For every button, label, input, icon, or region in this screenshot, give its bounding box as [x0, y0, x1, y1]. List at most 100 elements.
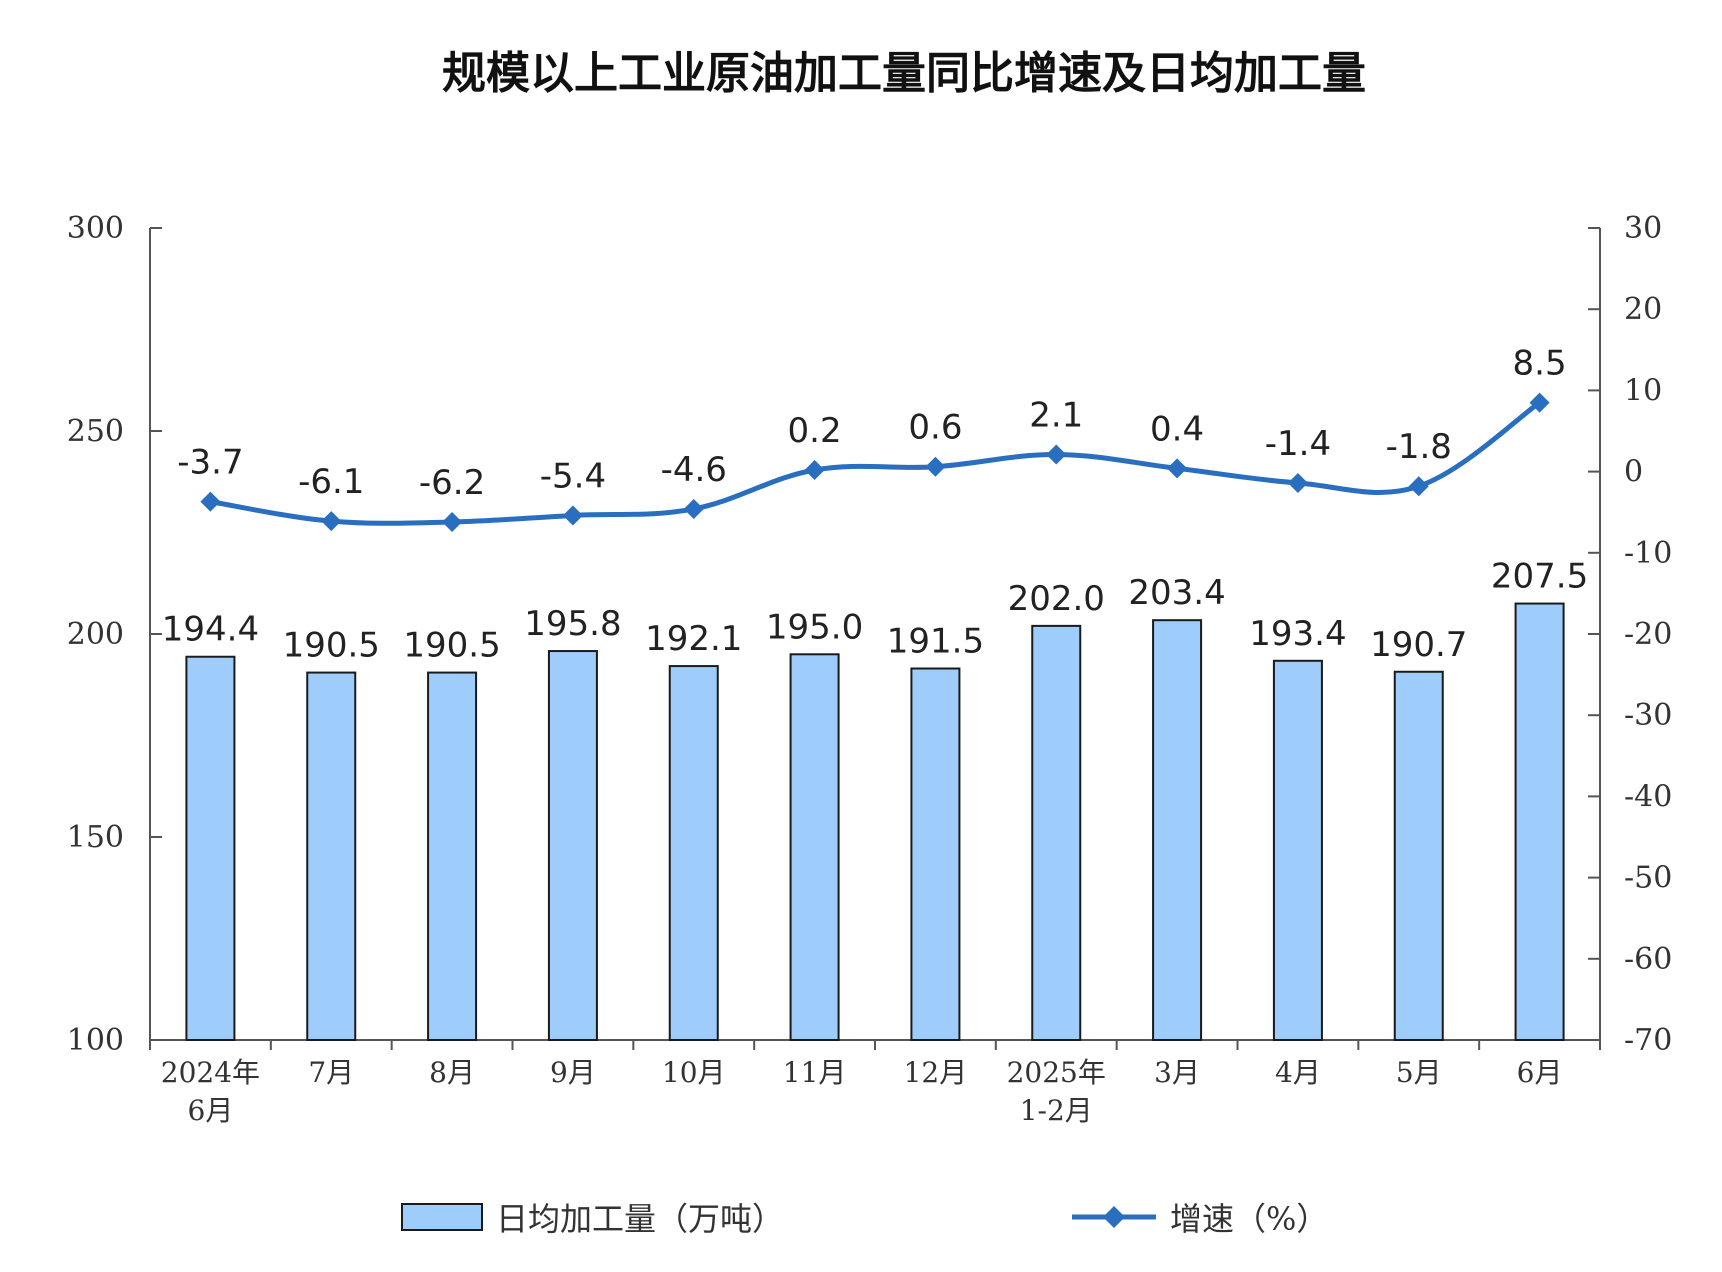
x-axis-tick-label-line: 8月 [429, 1056, 475, 1089]
x-axis-tick-label-line: 7月 [308, 1056, 354, 1089]
line-point-marker [804, 459, 825, 480]
bar [1031, 624, 1082, 1041]
x-axis-tick-label: 6月 [1517, 1056, 1563, 1089]
legend-bar-swatch [401, 1203, 483, 1231]
x-axis-tick-label-line: 2025年 [1007, 1056, 1106, 1089]
bar-data-label: 202.0 [1008, 579, 1105, 619]
left-axis-tick-label: 150 [67, 820, 124, 855]
x-axis-tick-label-line: 2024年 [161, 1056, 260, 1089]
bar [1514, 602, 1565, 1041]
x-axis-tick-label: 2025年 1-2月 [1007, 1056, 1106, 1127]
x-axis-tick-label: 9月 [550, 1056, 596, 1089]
left-axis-tick-label: 300 [67, 211, 124, 246]
x-axis-tick-label-line: 12月 [904, 1056, 968, 1089]
bar [1393, 670, 1444, 1041]
x-axis-tick-label-line: 6月 [188, 1094, 234, 1127]
bar-data-label: 190.5 [283, 626, 380, 666]
right-axis-tick-label: -60 [1624, 942, 1672, 977]
line-data-label: -5.4 [540, 456, 606, 496]
bar [789, 653, 840, 1041]
x-axis-tick-label: 11月 [783, 1056, 847, 1089]
bar-data-label: 203.4 [1128, 573, 1225, 613]
bar-data-label: 193.4 [1249, 614, 1346, 654]
x-axis-tick-label-line: 5月 [1396, 1056, 1442, 1089]
line-series [200, 392, 1550, 532]
left-axis-tick-label: 200 [67, 617, 124, 652]
line-point-marker [1167, 458, 1188, 479]
growth-line [210, 400, 1542, 526]
x-axis-tick-label-line: 10月 [662, 1056, 726, 1089]
x-axis-tick-label-line: 11月 [783, 1056, 847, 1089]
bar [547, 650, 598, 1041]
line-point-marker [1408, 476, 1429, 497]
legend-line-label: 增速（%） [1170, 1200, 1328, 1238]
right-axis-tick-label: 10 [1624, 373, 1662, 408]
right-axis-tick-label: -50 [1624, 861, 1672, 896]
bar-data-label: 191.5 [887, 622, 984, 662]
bar [668, 665, 719, 1041]
bar [185, 655, 236, 1042]
legend-bar-label: 日均加工量（万吨） [496, 1200, 784, 1238]
right-axis-tick-label: 20 [1624, 292, 1662, 327]
line-data-label: 8.5 [1513, 344, 1567, 384]
bar-data-label: 194.4 [162, 610, 259, 650]
line-point-marker [200, 491, 221, 512]
line-data-label: 0.4 [1150, 409, 1204, 449]
right-axis-tick-label: -10 [1624, 536, 1672, 571]
x-axis-tick-label: 3月 [1154, 1056, 1200, 1089]
bar [427, 671, 478, 1041]
axes: 100 150 200 250 300 -70 -60 -50 -40 -30 -20 -10 0 10 2… [67, 211, 1673, 1058]
line-data-label: 2.1 [1029, 396, 1083, 436]
bar-series [185, 602, 1565, 1042]
line-data-label: -1.4 [1265, 424, 1331, 464]
x-axis-tick-label: 12月 [904, 1056, 968, 1089]
bar-data-labels: 194.4 190.5 190.5 195.8 192.1 195.0 191.5 202.0… [162, 557, 1589, 666]
line-point-marker [925, 456, 946, 477]
bar-data-label: 190.5 [403, 626, 500, 666]
x-axis-tick-label-line: 9月 [550, 1056, 596, 1089]
x-axis-tick-label: 4月 [1275, 1056, 1321, 1089]
x-axis-tick-label-line: 1-2月 [1020, 1094, 1093, 1127]
line-point-marker [1287, 472, 1308, 493]
chart-title: 规模以上工业原油加工量同比增速及日均加工量 [442, 48, 1366, 99]
line-point-marker [1046, 444, 1067, 465]
x-axis-tick-label: 8月 [429, 1056, 475, 1089]
x-axis-tick-label: 7月 [308, 1056, 354, 1089]
line-point-marker [562, 505, 583, 526]
x-axis-tick-label: 2024年 6月 [161, 1056, 260, 1127]
line-data-label: -6.2 [419, 463, 485, 503]
left-axis-tick-label: 100 [67, 1023, 124, 1058]
legend: 日均加工量（万吨） 增速（%） [401, 1200, 1328, 1238]
right-axis-tick-label: 0 [1624, 455, 1643, 490]
legend-line-marker [1103, 1206, 1125, 1228]
right-axis-tick-label: -40 [1624, 779, 1672, 814]
bar [1272, 659, 1323, 1042]
line-data-label: -6.1 [298, 462, 364, 502]
bar [306, 671, 357, 1041]
x-axis-ticks: 2024年 6月 7月 8月 9月 10月 11月 12月 2025年 1-2月 3月 4月 5月 6月 [161, 1056, 1563, 1127]
line-point-marker [683, 498, 704, 519]
x-axis-tick-label: 10月 [662, 1056, 726, 1089]
x-axis-tick-label-line: 6月 [1517, 1056, 1563, 1089]
line-data-label: 0.6 [908, 408, 962, 448]
line-data-label: -1.8 [1386, 427, 1452, 467]
line-point-marker [1529, 392, 1550, 413]
left-axis-tick-label: 250 [67, 414, 124, 449]
bar-data-label: 195.8 [524, 604, 621, 644]
line-point-marker [321, 511, 342, 532]
x-axis-tick-label: 5月 [1396, 1056, 1442, 1089]
bar [910, 667, 961, 1041]
right-axis-tick-label: -20 [1624, 617, 1672, 652]
line-point-marker [442, 511, 463, 532]
line-data-label: -3.7 [177, 443, 243, 483]
bar-data-label: 192.1 [645, 619, 742, 659]
line-data-label: 0.2 [788, 411, 842, 451]
x-axis-tick-label-line: 4月 [1275, 1056, 1321, 1089]
bar-data-label: 207.5 [1491, 557, 1588, 597]
line-data-labels: -3.7 -6.1 -6.2 -5.4 -4.6 0.2 0.6 2.1 0.4 -1.4 -1.8… [177, 344, 1566, 503]
right-axis-tick-label: 30 [1624, 211, 1662, 246]
x-axis-tick-label-line: 3月 [1154, 1056, 1200, 1089]
bar-data-label: 195.0 [766, 607, 863, 647]
right-axis-tick-label: -30 [1624, 698, 1672, 733]
